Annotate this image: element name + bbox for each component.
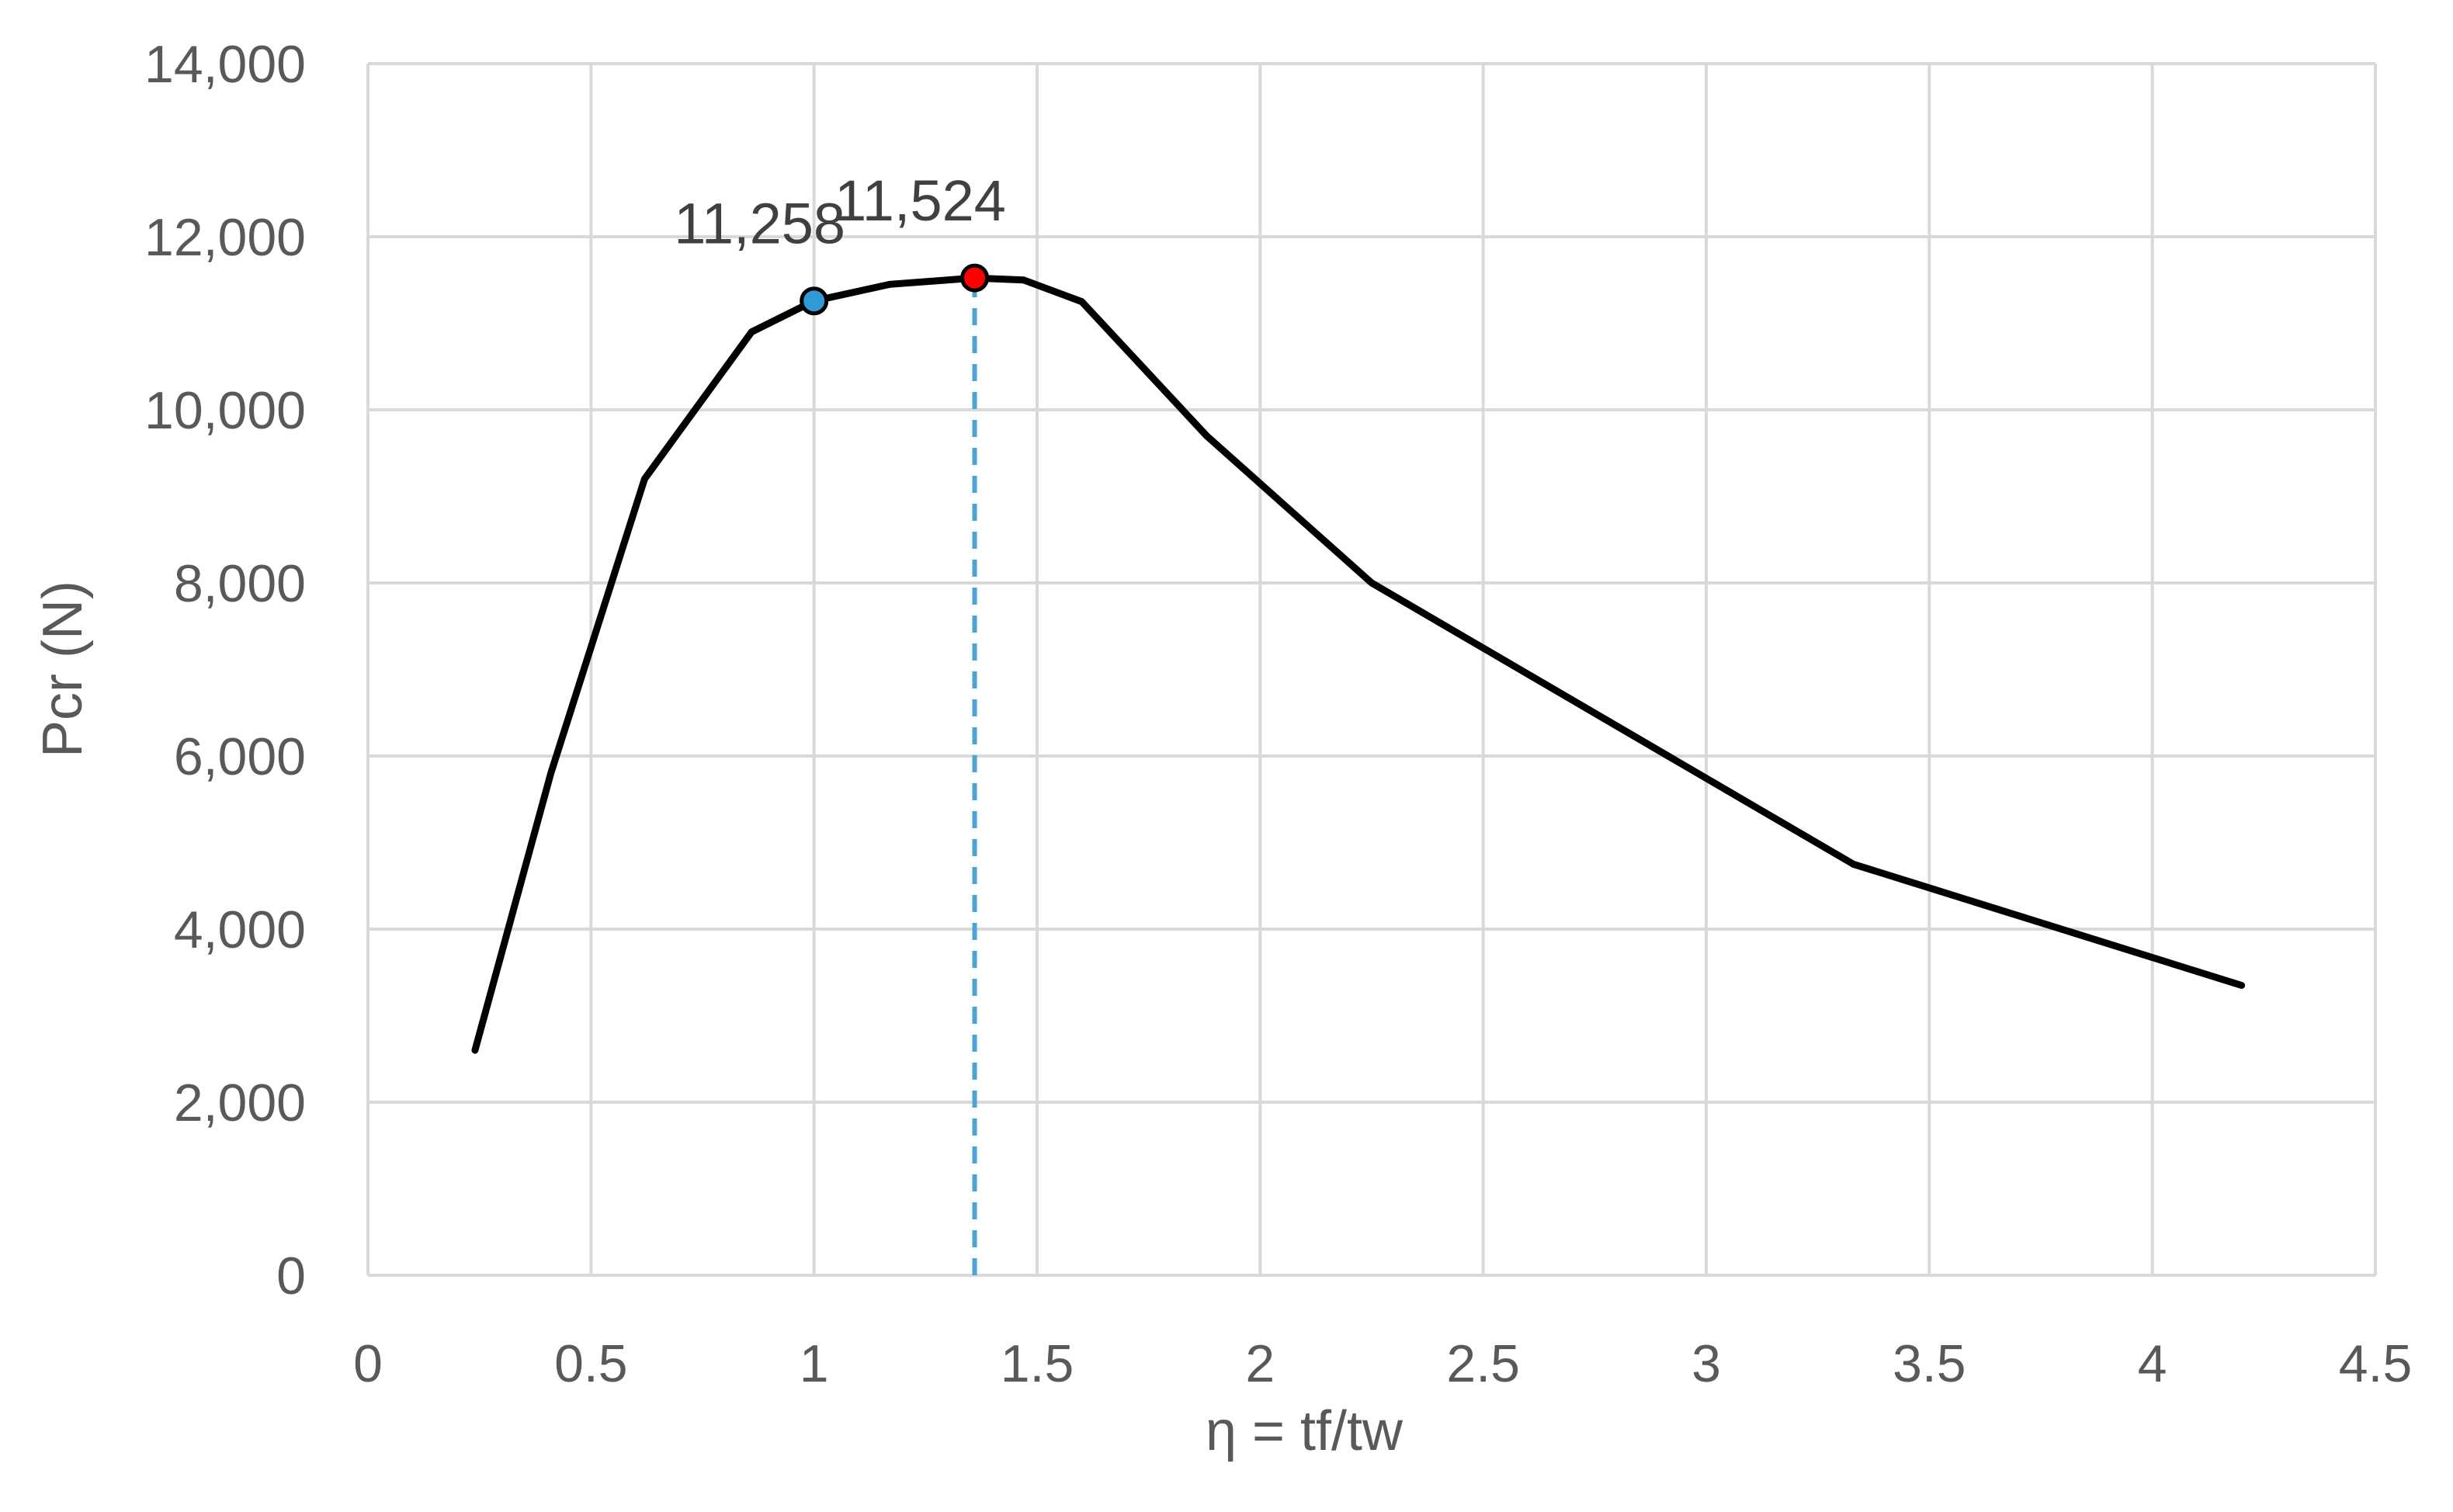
- x-tick-label-8: 4: [2138, 1334, 2167, 1393]
- y-tick-label-0: 0: [276, 1247, 306, 1306]
- y-tick-label-4: 8,000: [174, 554, 306, 613]
- x-axis-title: η = tf/tw: [1206, 1400, 1403, 1462]
- gridlines: [366, 62, 2377, 1277]
- y-tick-label-7: 14,000: [144, 35, 306, 94]
- x-tick-labels: 0 0.5 1 1.5 2 2.5 3 3.5 4 4.5: [353, 1334, 2412, 1393]
- x-tick-label-5: 2.5: [1446, 1334, 1520, 1393]
- y-axis-title: Pcr (N): [32, 581, 94, 758]
- x-tick-label-7: 3.5: [1893, 1334, 1966, 1393]
- data-label-1: 11,524: [834, 168, 1006, 233]
- x-tick-label-6: 3: [1691, 1334, 1721, 1393]
- y-tick-label-5: 10,000: [144, 381, 306, 440]
- x-tick-label-0: 0: [353, 1334, 383, 1393]
- y-tick-labels: 0 2,000 4,000 6,000 8,000 10,000 12,000 14,000: [144, 35, 306, 1306]
- data-point-marker-0: [800, 286, 829, 316]
- y-tick-label-2: 4,000: [174, 900, 306, 959]
- x-tick-label-9: 4.5: [2339, 1334, 2413, 1393]
- data-point-marker-1: [960, 263, 990, 293]
- y-tick-label-1: 2,000: [174, 1073, 306, 1132]
- y-tick-label-3: 6,000: [174, 727, 306, 786]
- y-tick-label-6: 12,000: [144, 208, 306, 267]
- data-label-0: 11,258: [674, 192, 845, 256]
- x-tick-label-4: 2: [1245, 1334, 1275, 1393]
- x-tick-label-3: 1.5: [1001, 1334, 1074, 1393]
- x-tick-label-2: 1: [800, 1334, 829, 1393]
- x-tick-label-1: 0.5: [554, 1334, 628, 1393]
